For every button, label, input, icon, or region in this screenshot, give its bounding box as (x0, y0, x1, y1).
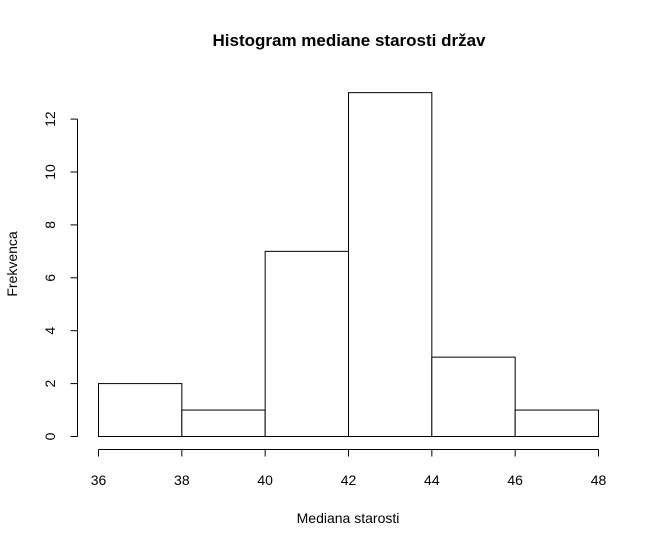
histogram-bar (98, 383, 183, 438)
histogram-bar (514, 409, 600, 437)
x-tick-label: 38 (174, 472, 190, 488)
y-tick-label: 2 (42, 379, 58, 387)
y-tick-label: 6 (42, 274, 58, 282)
x-tick-label: 40 (257, 472, 273, 488)
y-axis: 0 2 4 6 8 10 12 (42, 111, 78, 440)
y-tick-label: 4 (42, 327, 58, 335)
histogram-bar (264, 250, 349, 437)
x-tick-label: 48 (591, 472, 607, 488)
y-tick-label: 8 (42, 221, 58, 229)
y-tick-label: 10 (42, 164, 58, 180)
histogram-bar (348, 92, 433, 438)
y-tick-label: 12 (42, 111, 58, 127)
y-tick-label: 0 (42, 432, 58, 440)
x-axis-label: Mediana starosti (297, 510, 400, 526)
chart-title: Histogram mediane starosti držav (212, 31, 486, 50)
x-tick-label: 46 (507, 472, 523, 488)
x-tick-label: 42 (341, 472, 357, 488)
x-tick-label: 44 (424, 472, 440, 488)
histogram-bar (431, 356, 516, 437)
x-tick-label: 36 (91, 472, 107, 488)
x-axis: 36 38 40 42 44 46 48 (91, 449, 607, 488)
bars-group (98, 92, 600, 438)
y-axis-label: Frekvenca (4, 231, 20, 297)
histogram-bar (181, 409, 266, 437)
